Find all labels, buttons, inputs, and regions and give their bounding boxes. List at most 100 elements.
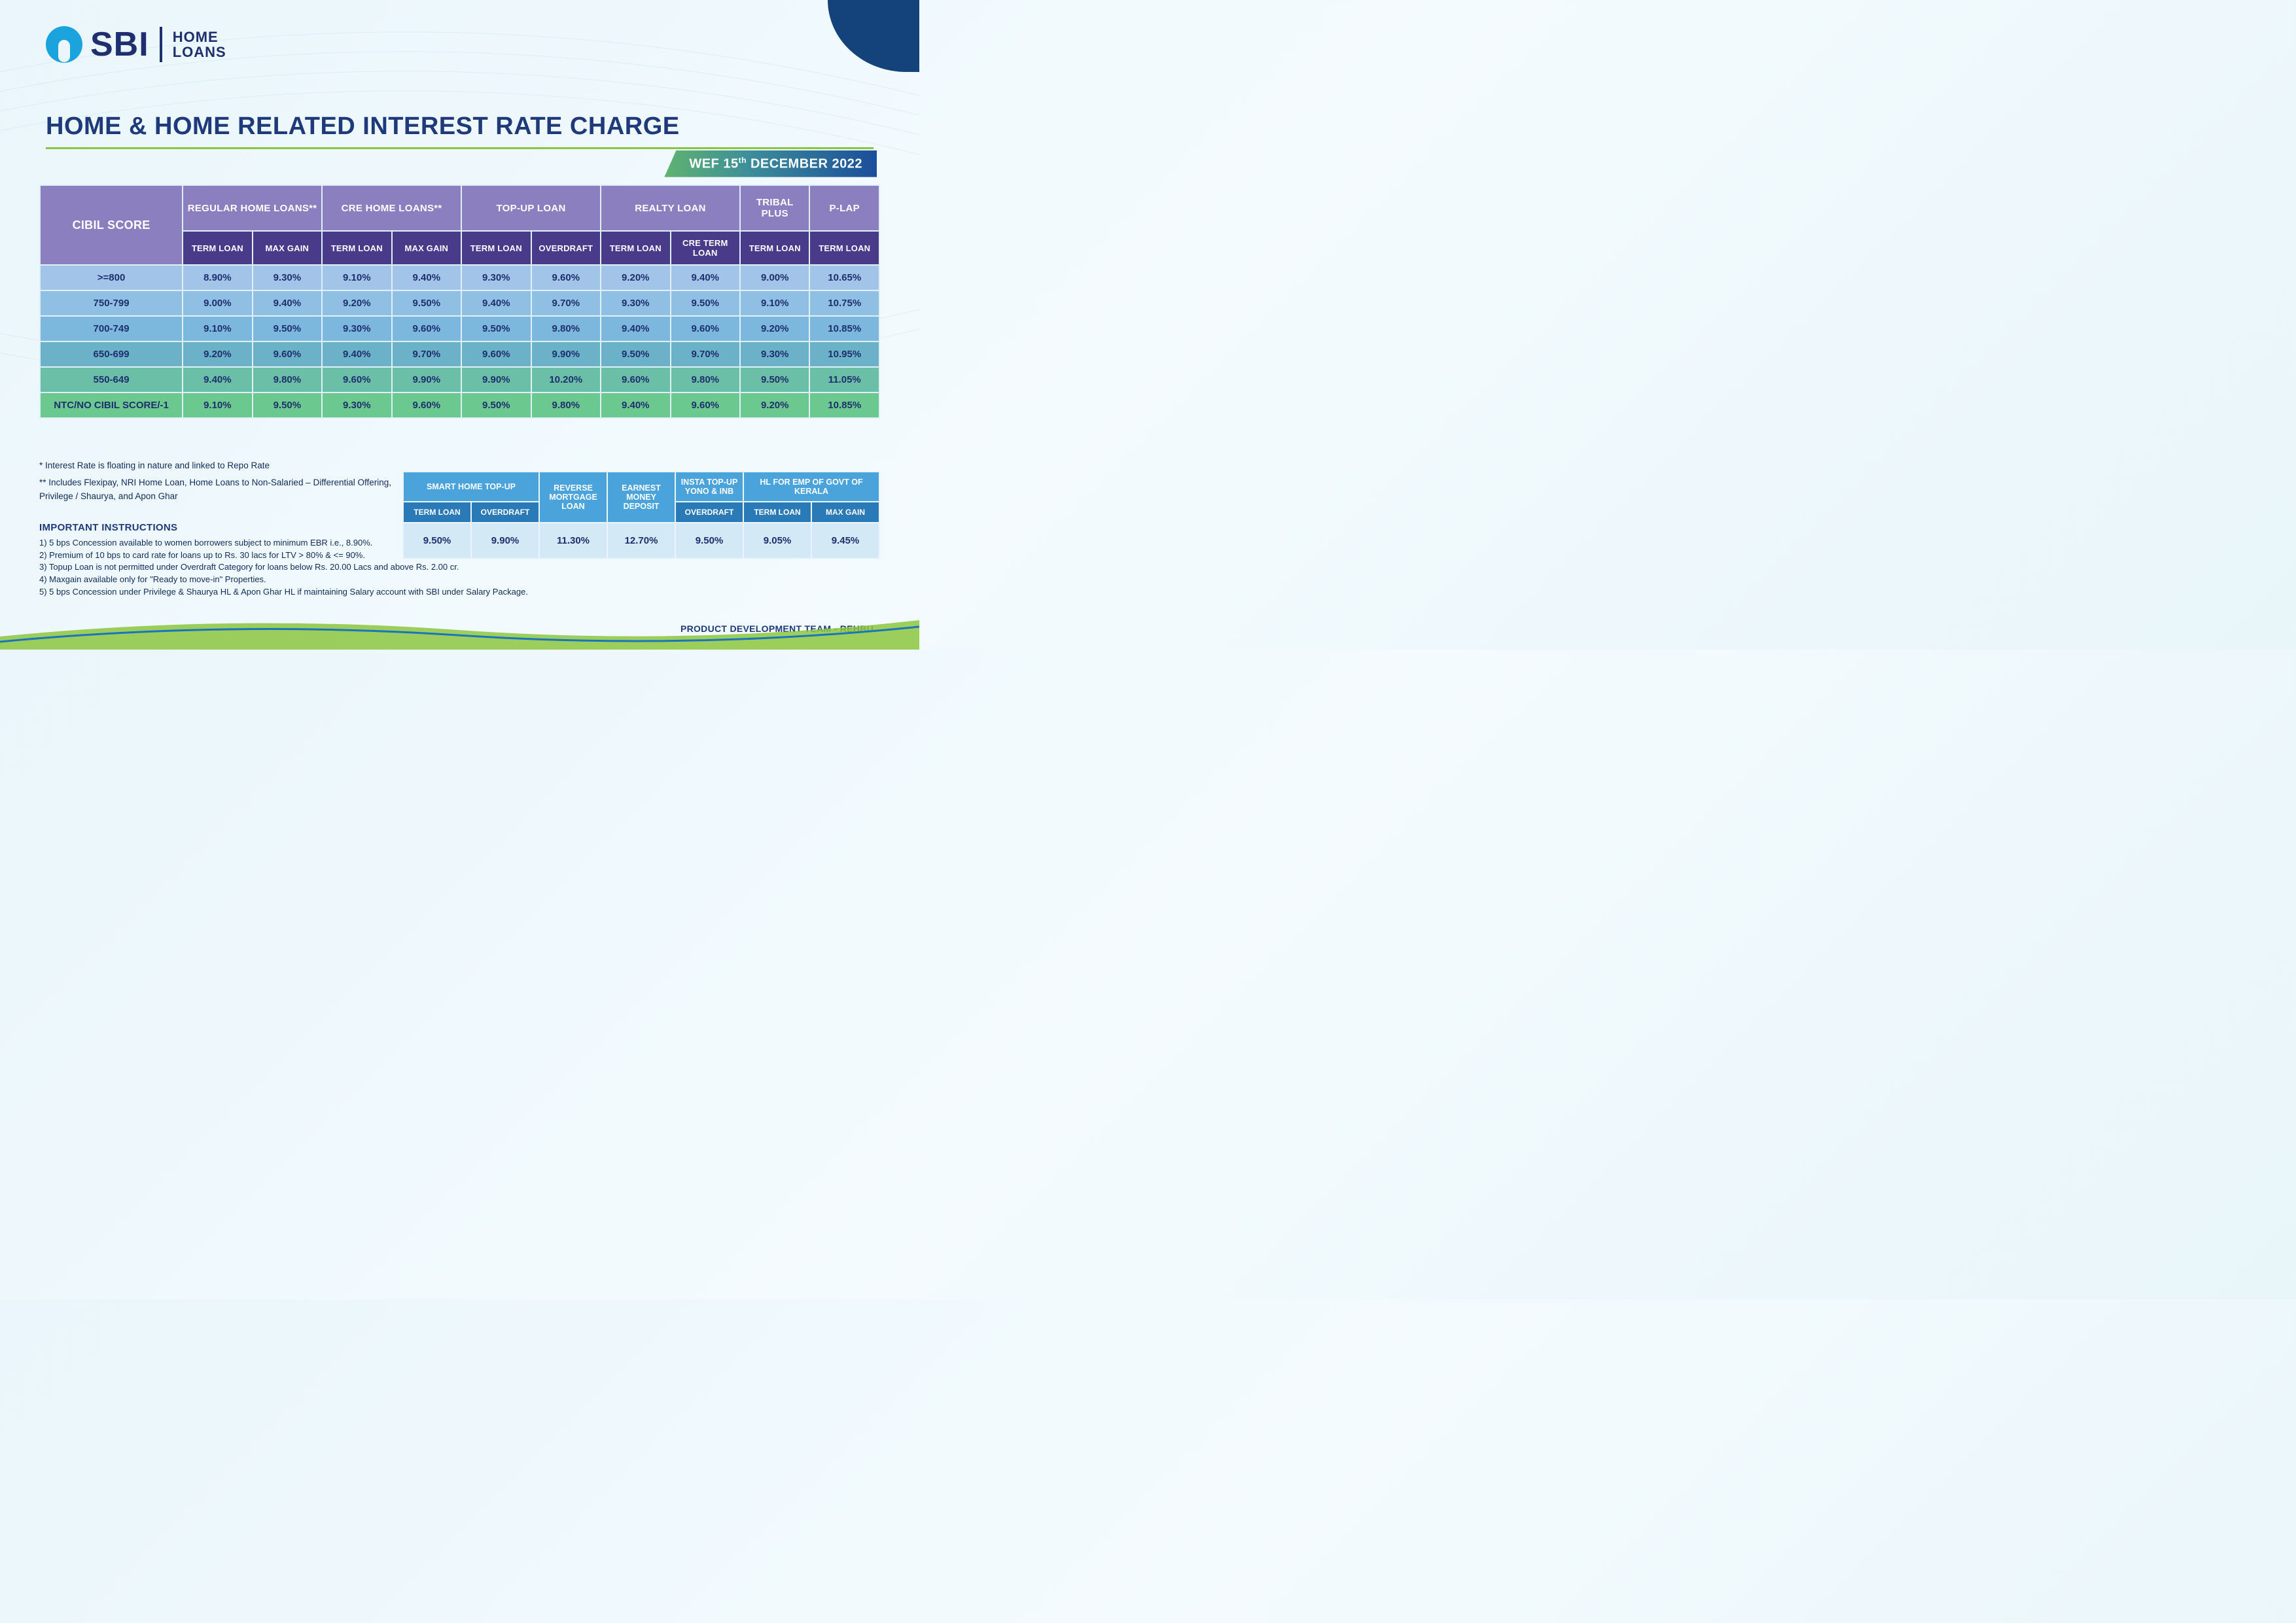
- rate-cell: 9.50%: [740, 367, 809, 393]
- rate-cell: 9.50%: [461, 316, 531, 341]
- wef-ord: th: [739, 156, 747, 165]
- rate-cell: 9.20%: [601, 265, 670, 290]
- sec-rate-cell: 9.50%: [675, 523, 743, 559]
- rate-cell: 9.50%: [601, 341, 670, 367]
- rate-cell: 9.60%: [601, 367, 670, 393]
- rate-cell: 8.90%: [183, 265, 252, 290]
- rate-cell: 9.30%: [322, 393, 391, 418]
- important-instructions: IMPORTANT INSTRUCTIONS 1) 5 bps Concessi…: [39, 521, 537, 599]
- rate-cell: 9.30%: [461, 265, 531, 290]
- instruction-item: 2) Premium of 10 bps to card rate for lo…: [39, 550, 537, 562]
- rate-cell: 9.80%: [671, 367, 740, 393]
- rate-cell: 9.80%: [531, 393, 601, 418]
- brand-sub-2: LOANS: [173, 44, 226, 60]
- rate-cell: 10.85%: [809, 393, 879, 418]
- rate-cell: 9.30%: [253, 265, 322, 290]
- rate-cell: 9.60%: [671, 393, 740, 418]
- footnotes: * Interest Rate is floating in nature an…: [39, 459, 393, 507]
- sec-group-header: EARNEST MONEY DEPOSIT: [607, 472, 675, 523]
- group-header: TRIBAL PLUS: [740, 185, 809, 231]
- logo-divider: [160, 27, 162, 62]
- rate-cell: 9.70%: [671, 341, 740, 367]
- rate-cell: 9.70%: [392, 341, 461, 367]
- rate-cell: 9.40%: [461, 290, 531, 316]
- rate-cell: 9.60%: [392, 316, 461, 341]
- rate-cell: 9.00%: [183, 290, 252, 316]
- sec-group-header: HL FOR EMP OF GOVT OF KERALA: [743, 472, 879, 502]
- rate-cell: 9.40%: [253, 290, 322, 316]
- sub-header: TERM LOAN: [740, 231, 809, 265]
- brand-sub-1: HOME: [173, 29, 226, 44]
- rate-cell: 9.20%: [183, 341, 252, 367]
- score-cell: 550-649: [40, 367, 183, 393]
- sub-header: CRE TERM LOAN: [671, 231, 740, 265]
- sec-rate-cell: 12.70%: [607, 523, 675, 559]
- score-cell: 750-799: [40, 290, 183, 316]
- rate-cell: 9.30%: [601, 290, 670, 316]
- title-block: HOME & HOME RELATED INTEREST RATE CHARGE: [46, 113, 874, 149]
- sec-group-header: SMART HOME TOP-UP: [403, 472, 539, 502]
- instruction-item: 5) 5 bps Concession under Privilege & Sh…: [39, 586, 537, 599]
- sec-rate-cell: 9.45%: [811, 523, 879, 559]
- sec-rate-cell: 11.30%: [539, 523, 607, 559]
- sub-header: TERM LOAN: [461, 231, 531, 265]
- group-header: CRE HOME LOANS**: [322, 185, 461, 231]
- wef-suffix: DECEMBER 2022: [751, 157, 862, 171]
- sbi-keyhole-icon: [46, 26, 82, 63]
- instructions-title: IMPORTANT INSTRUCTIONS: [39, 521, 537, 535]
- rate-cell: 9.50%: [671, 290, 740, 316]
- sub-header: TERM LOAN: [322, 231, 391, 265]
- rate-cell: 9.60%: [531, 265, 601, 290]
- sec-sub-header: TERM LOAN: [743, 502, 811, 523]
- group-header: TOP-UP LOAN: [461, 185, 601, 231]
- rate-cell: 9.40%: [392, 265, 461, 290]
- rate-cell: 9.90%: [392, 367, 461, 393]
- rate-cell: 10.95%: [809, 341, 879, 367]
- rate-cell: 9.10%: [322, 265, 391, 290]
- sec-sub-header: OVERDRAFT: [471, 502, 539, 523]
- rate-cell: 9.10%: [183, 393, 252, 418]
- rate-cell: 9.40%: [322, 341, 391, 367]
- page-title: HOME & HOME RELATED INTEREST RATE CHARGE: [46, 113, 874, 141]
- rate-cell: 9.80%: [531, 316, 601, 341]
- rate-cell: 11.05%: [809, 367, 879, 393]
- rate-cell: 9.20%: [322, 290, 391, 316]
- score-cell: 700-749: [40, 316, 183, 341]
- rate-cell: 9.90%: [531, 341, 601, 367]
- title-rule: [46, 147, 874, 149]
- instruction-item: 3) Topup Loan is not permitted under Ove…: [39, 561, 537, 574]
- sub-header: TERM LOAN: [809, 231, 879, 265]
- rate-cell: 9.50%: [253, 393, 322, 418]
- sub-header: MAX GAIN: [392, 231, 461, 265]
- sec-group-header: REVERSE MORTGAGE LOAN: [539, 472, 607, 523]
- rate-cell: 9.00%: [740, 265, 809, 290]
- wef-badge: WEF 15th DECEMBER 2022: [664, 150, 877, 177]
- rate-cell: 10.85%: [809, 316, 879, 341]
- wef-prefix: WEF 15: [689, 157, 738, 171]
- rate-cell: 9.80%: [253, 367, 322, 393]
- rate-cell: 9.10%: [183, 316, 252, 341]
- sub-header: MAX GAIN: [253, 231, 322, 265]
- rate-cell: 9.50%: [461, 393, 531, 418]
- score-cell: >=800: [40, 265, 183, 290]
- rate-cell: 9.40%: [601, 316, 670, 341]
- brand-logo: SBI HOME LOANS: [46, 25, 226, 64]
- rate-cell: 10.65%: [809, 265, 879, 290]
- rate-cell: 9.40%: [183, 367, 252, 393]
- sec-rate-cell: 9.05%: [743, 523, 811, 559]
- group-header: REGULAR HOME LOANS**: [183, 185, 322, 231]
- footnote-1: * Interest Rate is floating in nature an…: [39, 459, 393, 472]
- score-cell: NTC/NO CIBIL SCORE/-1: [40, 393, 183, 418]
- rate-cell: 9.40%: [671, 265, 740, 290]
- rate-cell: 9.50%: [392, 290, 461, 316]
- rate-cell: 9.20%: [740, 393, 809, 418]
- rate-cell: 10.75%: [809, 290, 879, 316]
- rate-cell: 9.30%: [740, 341, 809, 367]
- group-header: REALTY LOAN: [601, 185, 740, 231]
- sub-header: TERM LOAN: [601, 231, 670, 265]
- rate-cell: 9.60%: [253, 341, 322, 367]
- rate-cell: 9.90%: [461, 367, 531, 393]
- rate-cell: 9.60%: [322, 367, 391, 393]
- footnote-2: ** Includes Flexipay, NRI Home Loan, Hom…: [39, 476, 393, 503]
- footer-credit: PRODUCT DEVELOPMENT TEAM - REHBU: [680, 623, 874, 634]
